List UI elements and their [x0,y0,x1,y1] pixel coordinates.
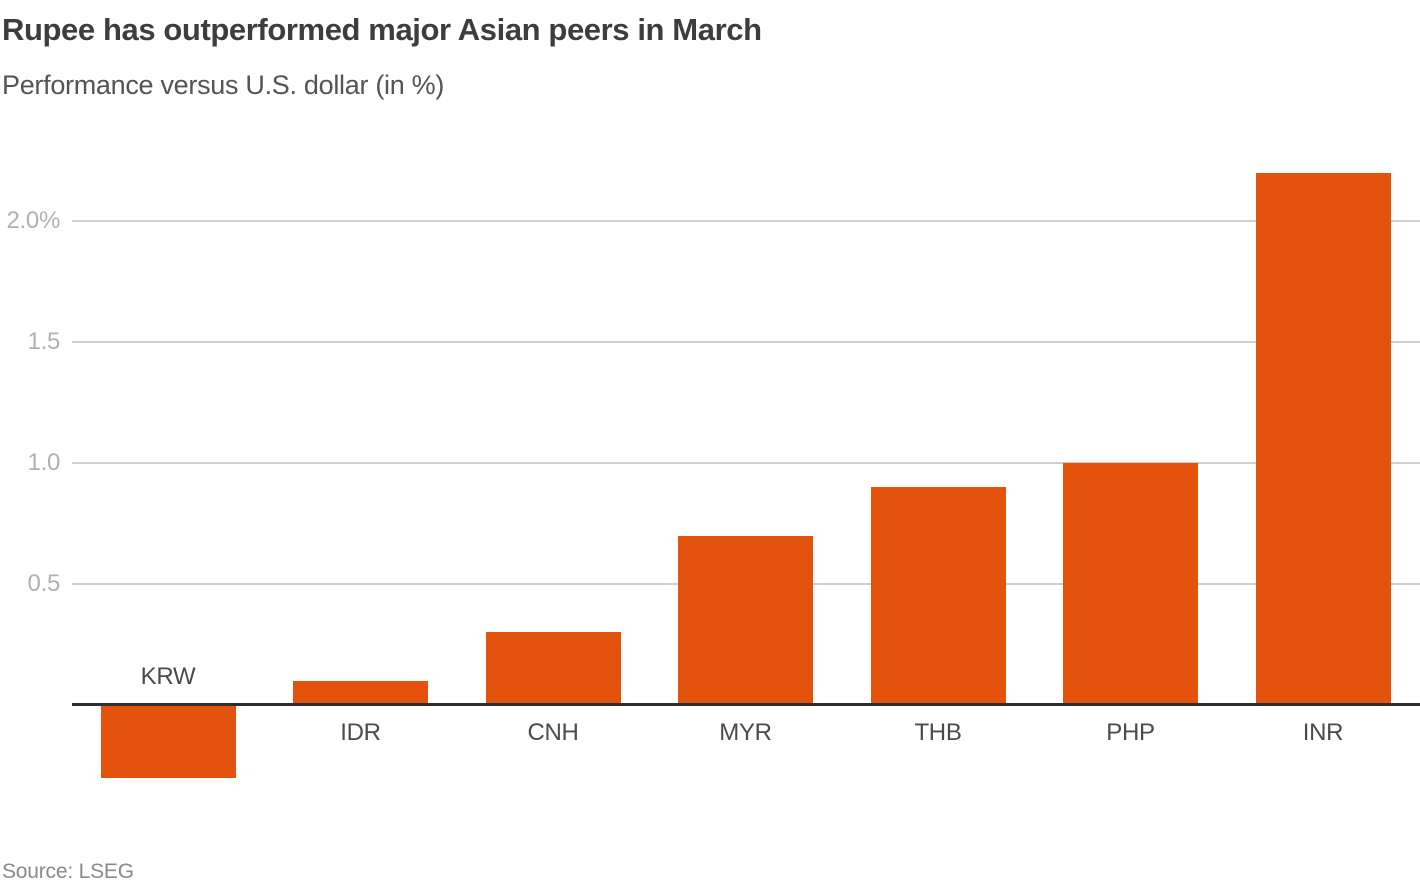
chart-subtitle: Performance versus U.S. dollar (in %) [2,70,445,100]
y-tick-label: 2.0% [6,207,60,234]
category-label: IDR [340,719,381,746]
y-tick-label: 1.5 [27,328,61,355]
gridline [72,462,1420,464]
category-label: PHP [1106,719,1155,746]
x-axis-line [72,703,1420,706]
category-label: MYR [719,719,772,746]
y-tick-label: 1.0 [27,449,61,476]
category-label: CNH [527,719,579,746]
bar [1063,463,1198,705]
bar [870,487,1006,705]
bar [678,535,813,705]
bar [100,705,236,778]
y-tick-label: 0.5 [27,570,61,597]
category-label: KRW [140,663,196,690]
bar [293,680,428,705]
bar [485,632,621,705]
chart-title: Rupee has outperformed major Asian peers… [2,12,762,47]
gridline [72,220,1420,222]
bar [1255,172,1391,705]
gridline [72,341,1420,343]
source-note: Source: LSEG [2,860,134,883]
category-label: THB [914,719,962,746]
category-label: INR [1302,719,1344,746]
